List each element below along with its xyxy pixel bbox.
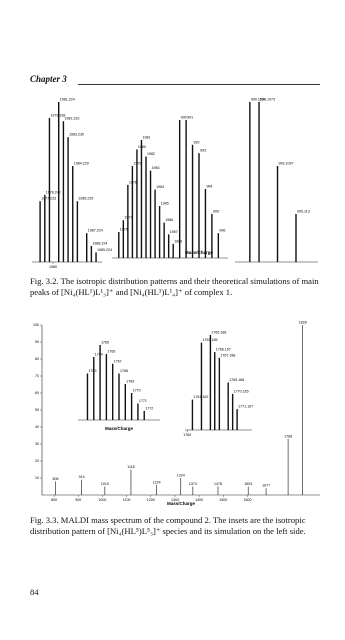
peak-label: 1771.167 — [238, 405, 253, 409]
x-tick-label: 1400 — [195, 498, 203, 502]
peak-label: 1765 — [101, 341, 109, 345]
peak-label: 1985 — [161, 202, 169, 206]
y-tick-label: 50 — [35, 408, 39, 412]
y-tick-label: 80 — [35, 357, 39, 361]
y-tick-label: 30 — [35, 442, 39, 446]
peak-label: 914 — [79, 475, 85, 479]
peak-label: 1478 — [214, 482, 222, 486]
peak-label: 990 — [181, 116, 187, 120]
x-tick-label: 1000 — [98, 498, 106, 502]
peak-label: 1979.238 — [50, 114, 65, 118]
peak-label: 992 — [194, 140, 200, 144]
peak-label: 1010 — [101, 482, 109, 486]
y-tick-label: 70 — [35, 374, 39, 378]
peak-label: 1767 — [114, 359, 122, 363]
peak-label: 1984 — [156, 185, 164, 189]
peak-label: 1770.165 — [234, 389, 249, 393]
y-tick-label: 100 — [33, 323, 39, 327]
peak-label: 1374 — [189, 482, 197, 486]
peak-label: 993.1097 — [279, 162, 294, 166]
x-tick-label: 1100 — [123, 498, 131, 502]
peak-label: 1985.225 — [78, 197, 93, 201]
caption: Fig. 3.3. MALDI mass spectrum of the com… — [30, 515, 306, 536]
peak-label: 1986 — [165, 218, 173, 222]
peak-label: 1768 — [120, 369, 128, 373]
chapter-header: Chapter 3 — [30, 74, 67, 84]
peak-label: 995 — [213, 209, 219, 213]
x-axis-label: Mass/Charge — [185, 250, 214, 255]
x-tick-label: 800 — [51, 498, 57, 502]
y-tick-label: 40 — [35, 425, 39, 429]
x-tick-label: 1300 — [171, 498, 179, 502]
peak-label: 1981 — [142, 136, 150, 140]
peak-label: 1988 — [174, 239, 182, 243]
x-axis-label: Mass/Charge — [167, 501, 196, 506]
page-number: 84 — [30, 587, 39, 597]
peak-label: 1772 — [145, 407, 153, 411]
peak-label: 1764 — [95, 353, 103, 357]
peak-label: 991.1073 — [260, 98, 275, 102]
y-tick-label: 10 — [35, 476, 39, 480]
peak-label: 1765.188 — [211, 331, 226, 335]
y-tick-label: 60 — [35, 391, 39, 395]
x-tick-label: 1600 — [243, 498, 251, 502]
peak-label: 1978.242 — [46, 190, 61, 194]
peak-label: 1771 — [139, 399, 147, 403]
peak-label: 1324 — [177, 474, 185, 478]
peak-label: 1766.157 — [216, 348, 231, 352]
peak-label: 1977.233 — [41, 197, 56, 201]
x-tick-label: 1980 — [49, 265, 57, 269]
x-tick-label: 1760 — [183, 433, 191, 437]
y-tick-label: 90 — [35, 340, 39, 344]
header-rule — [78, 84, 320, 85]
peak-label: 994 — [206, 185, 212, 189]
peak-label: 1981.224 — [60, 98, 75, 102]
peak-label: 1603 — [244, 482, 252, 486]
peak-label: 1983 — [152, 166, 160, 170]
peak-label: 1118 — [127, 465, 134, 469]
peak-label: 996 — [219, 229, 225, 233]
peak-label: 1987 — [170, 230, 178, 234]
peak-label: 1982 — [147, 152, 155, 156]
y-tick-label: 20 — [35, 459, 39, 463]
peak-label: 1982.233 — [64, 117, 79, 121]
x-tick-label: 1500 — [219, 498, 227, 502]
peak-label: 1769.168 — [229, 378, 244, 382]
peak-label: 1763 — [88, 369, 96, 373]
peak-label: 990.1104 — [251, 98, 266, 102]
peak-label: 1988.224 — [92, 242, 107, 246]
peak-label: 1828 — [299, 321, 307, 325]
peak-label: 1983.230 — [69, 133, 84, 137]
x-tick-label: 900 — [75, 498, 81, 502]
peak-label: 1770 — [133, 389, 141, 393]
x-tick-label: 1200 — [147, 498, 155, 502]
peak-label: 1768 — [284, 434, 292, 438]
x-axis-label: Mass/Charge — [105, 426, 134, 431]
peak-label: 1767.188 — [220, 353, 235, 357]
peak-label: 1766 — [107, 350, 115, 354]
peak-label: 1677 — [262, 484, 270, 488]
peak-label: 1769 — [126, 380, 134, 384]
peak-label: 806 — [53, 477, 59, 481]
peak-label: 1989.224 — [97, 248, 112, 252]
peak-label: 991 — [187, 116, 193, 120]
caption: Fig. 3.2. The isotropic distribution pat… — [30, 276, 319, 297]
peak-label: 1224 — [153, 480, 161, 484]
peak-label: 995.113 — [297, 210, 310, 214]
peak-label: 1984.229 — [74, 162, 89, 166]
peak-label: 1987.224 — [88, 229, 103, 233]
peak-label: 993 — [200, 149, 206, 153]
